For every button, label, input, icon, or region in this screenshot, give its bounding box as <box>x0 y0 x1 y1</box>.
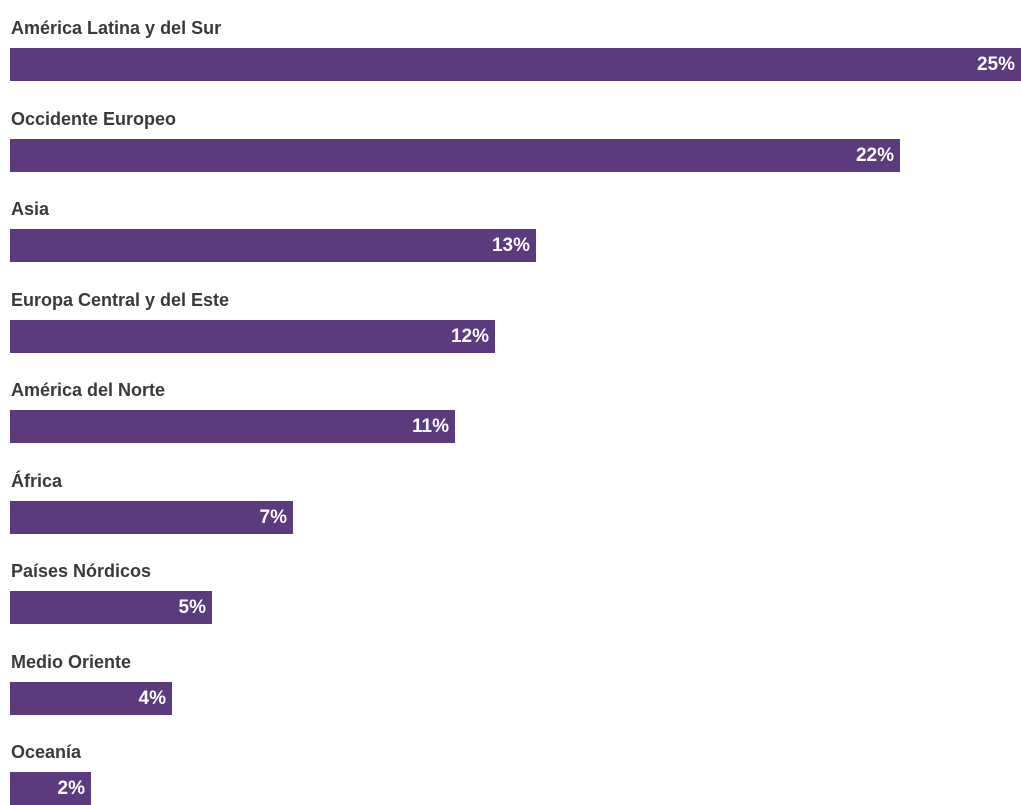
bar: 7% <box>10 501 293 534</box>
bar-value-label: 2% <box>57 778 85 799</box>
bar: 5% <box>10 591 212 624</box>
bar: 12% <box>10 320 495 353</box>
category-label: América del Norte <box>11 380 166 400</box>
bar: 25% <box>10 48 1021 81</box>
bar-value-label: 7% <box>259 507 287 528</box>
bar-value-label: 4% <box>138 688 166 709</box>
category-label: Países Nórdicos <box>11 561 152 581</box>
category-label: Europa Central y del Este <box>11 290 230 310</box>
category-label: Asia <box>11 199 50 219</box>
bar-value-label: 5% <box>178 597 206 618</box>
bar: 11% <box>10 410 455 443</box>
bar: 4% <box>10 682 172 715</box>
category-label: Medio Oriente <box>11 652 132 672</box>
bar-value-label: 25% <box>976 54 1015 75</box>
category-label: Oceanía <box>11 742 82 762</box>
category-label: África <box>11 471 63 491</box>
bar-value-label: 12% <box>450 326 489 347</box>
bar: 13% <box>10 229 536 262</box>
bar-value-label: 11% <box>412 416 449 437</box>
bar-value-label: 22% <box>855 145 894 166</box>
category-label: América Latina y del Sur <box>11 18 222 38</box>
category-label: Occidente Europeo <box>11 109 177 129</box>
bar: 2% <box>10 772 91 805</box>
bar: 22% <box>10 139 900 172</box>
bar-value-label: 13% <box>491 235 530 256</box>
